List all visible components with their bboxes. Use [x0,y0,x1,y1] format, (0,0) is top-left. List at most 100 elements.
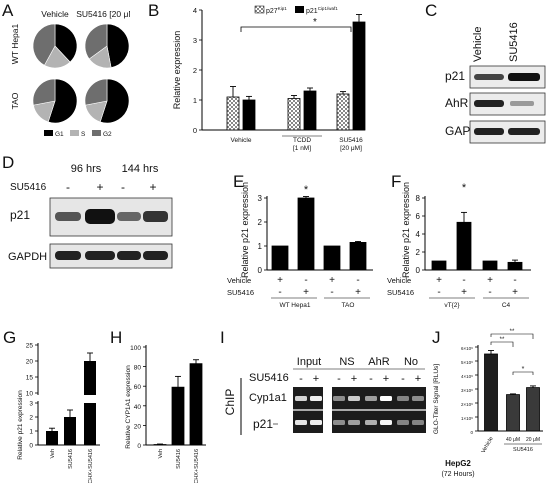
i-group-ns: NS [339,356,354,368]
b-legend-swatch-p21 [295,6,304,13]
legend-swatch-s [70,130,79,136]
col-title-su5416: SU5416 [20 μM] [76,9,130,19]
i-band-cyp1a1-3 [348,396,360,401]
d-band-gapdh-4 [143,251,168,260]
f-bar-0 [431,260,447,271]
d-sign-3: - [121,180,125,194]
g-ylabel: Relative p21 expression [17,390,24,460]
d-band-gapdh-3 [117,251,141,260]
j-cat-40: 40 μM [506,437,520,443]
d-sign-1: - [66,180,70,194]
e-ylabel: Relative p21 expression [240,182,250,278]
j-bar-0 [484,353,498,432]
d-band-gapdh-1 [55,251,81,260]
panel-label-h: H [110,328,123,347]
j-ytick-label: 1×10⁶ [461,416,473,421]
panel-label-i: I [220,328,225,347]
e-ytick-label: 0 [258,266,263,275]
h-ytick-label: 20 [134,423,142,430]
legend-swatch-g1 [44,130,53,136]
panel-f-chart: Relative p21 expression 0 2 4 6 8 Vehicle SU… [387,182,531,309]
e-vehicle-sign-1: - [304,275,307,286]
b-ylabel: Relative expression [172,31,182,110]
i-band-cyp1a1-2 [333,396,345,401]
g-ytick-label: 0 [29,443,33,450]
i-sign-6: - [401,373,405,385]
legend-label-g2: G2 [103,131,112,138]
f-ytick-label: 4 [416,230,421,239]
panel-h: H Relative CYP1A1 expression 0 20 40 60 80 10… [108,325,210,483]
panel-f: F Relative p21 expression 0 2 4 6 8 Vehicle … [387,170,550,310]
i-gene-cyp1a1: Cyp1a1 [249,392,287,404]
j-bracket-low [512,371,534,375]
j-ytick-label: 3×10⁶ [461,388,473,393]
e-group-wt: WT Hepa1 [280,302,311,309]
f-ylabel: Relative p21 expression [401,182,411,278]
pie-1-slice-g1 [106,23,130,68]
i-treatment: SU5416 [249,372,289,384]
i-band-p21-2 [333,420,345,425]
c-blot-gapdh [469,120,546,144]
e-bar-3 [349,242,367,271]
h-bar-2 [189,363,203,446]
f-vehicle-sign-0: + [436,275,442,286]
c-blot-ahr [469,92,546,116]
b-group-tcdd-dose: [1 nM] [293,145,311,152]
c-band-p21-vehicle [474,74,504,80]
c-band-gapdh-su5416 [508,128,540,135]
legend-label-s: S [81,131,86,138]
i-group-no: No [404,356,418,368]
d-time-144: 144 hrs [122,163,159,175]
b-legend-p27: p27Kip1 [266,6,287,15]
pie-3-slice-g2 [84,78,108,106]
g-bar-2-upper [84,361,96,395]
i-band-cyp1a1-4 [365,396,377,401]
j-bracket-mid [490,341,514,347]
f-su5416-sign-1: + [461,287,467,298]
panel-j: J GLO-Titer Signal [RLUs] 0 1×10⁶ 2×10⁶ 3×1… [430,325,550,483]
e-ytick-label: 3 [258,194,263,203]
i-sign-7: + [415,373,421,385]
i-sign-5: + [383,373,389,385]
b-bar-0-0 [226,96,240,131]
panel-label-g: G [3,328,17,347]
i-band-p21-0 [295,420,307,425]
b-legend-p21: p21Cip1/waf1 [306,6,338,15]
h-ytick-label: 40 [134,404,142,411]
pie-2-slice-g1 [47,78,78,124]
i-band-cyp1a1-0 [295,396,307,401]
panel-c: C Vehicle SU5416 p21 AhR GAPDH [415,0,550,150]
e-ytick-label: 2 [258,218,263,227]
row-title-tao: TAO [10,92,20,109]
panel-label-b: B [148,1,160,20]
d-treatment: SU5416 [10,182,47,193]
f-su5416-sign-0: - [437,287,440,298]
f-su5416-sign-2: - [488,287,491,298]
f-su5416-sign-3: + [512,287,518,298]
i-band-cyp1a1-7 [412,396,424,401]
panel-b-chart: Relative expression 0 1 2 3 4 p27Kip1 p2… [172,5,366,152]
j-bar-1 [506,394,520,432]
h-ytick-label: 100 [130,345,141,352]
b-group-vehicle: Vehicle [231,137,252,144]
i-group-input: Input [297,356,321,368]
j-caption-2: (72 Hours) [441,471,474,478]
f-ytick-label: 6 [416,212,421,221]
f-significance-star: * [462,182,467,194]
d-band-p21-3 [117,212,141,221]
panel-a: A Vehicle SU5416 [20 μM] WT Hepa1 TAO G1… [0,0,130,140]
pie-2-slice-g2 [32,78,56,106]
d-sign-4: + [149,180,156,194]
g-ytick-label: 3 [29,401,33,408]
e-row-su5416: SU5416 [227,288,254,297]
i-band-p21-4 [365,420,377,425]
h-ylabel: Relative CYP1A1 expression [125,365,132,449]
i-sign-4: - [369,373,373,385]
i-group-ahr: AhR [368,356,389,368]
panel-g-chart: Relative p21 expression 0 1 2 3 10 15 20 25 Veh… [17,343,100,483]
col-title-vehicle: Vehicle [41,9,69,19]
panel-i: I ChIP Input NS AhR No SU5416 - + - + - + - + C… [215,325,430,483]
e-bar-2 [323,245,341,271]
row-title-wt-hepa1: WT Hepa1 [10,23,20,64]
d-band-label-p21: p21 [10,208,30,222]
